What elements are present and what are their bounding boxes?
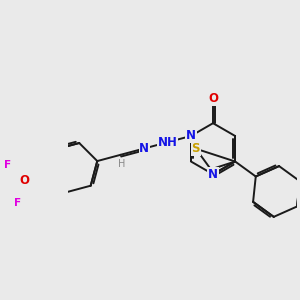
Text: O: O bbox=[208, 92, 218, 106]
Text: N: N bbox=[186, 130, 196, 142]
Text: S: S bbox=[192, 142, 200, 155]
Text: NH: NH bbox=[158, 136, 177, 149]
Text: N: N bbox=[139, 142, 149, 155]
Text: F: F bbox=[4, 160, 11, 170]
Text: F: F bbox=[14, 198, 21, 208]
Text: O: O bbox=[20, 174, 30, 187]
Text: N: N bbox=[208, 168, 218, 181]
Text: H: H bbox=[118, 159, 126, 169]
